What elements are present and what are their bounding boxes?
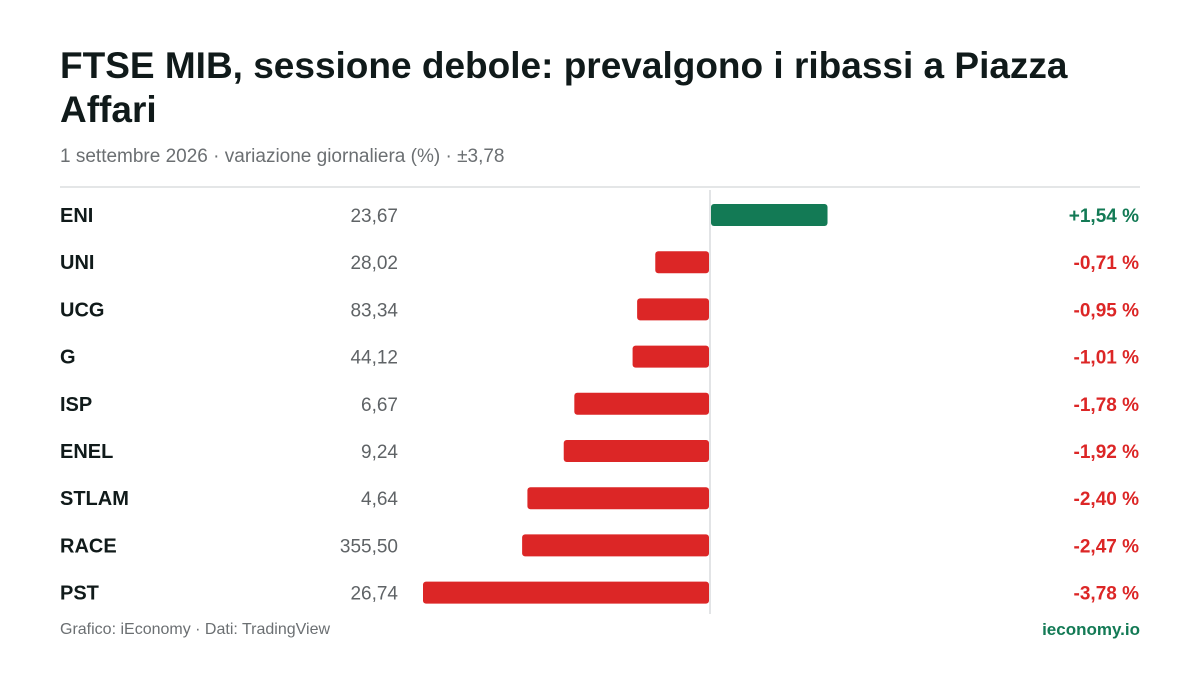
bar-g [632, 345, 709, 368]
bar-eni [711, 204, 828, 226]
footer-source: Grafico: iEconomy · Dati: TradingView [60, 621, 331, 638]
ticker-label: UCG [60, 299, 104, 321]
bar-ucg [637, 298, 709, 321]
bar-pst [423, 581, 709, 604]
ticker-label: RACE [60, 535, 117, 557]
price-label: 355,50 [340, 536, 398, 557]
change-label: +1,54 % [1069, 206, 1139, 227]
change-label: -0,95 % [1074, 300, 1140, 321]
ticker-label: G [60, 347, 76, 369]
chart-title: FTSE MIB, sessione debole: prevalgono i … [60, 45, 1068, 130]
change-label: -2,40 % [1074, 489, 1140, 510]
change-label: -2,47 % [1074, 536, 1140, 557]
change-label: -0,71 % [1074, 253, 1140, 274]
price-label: 28,02 [350, 253, 398, 274]
bar-stlam [527, 487, 709, 510]
price-label: 4,64 [361, 489, 398, 510]
bar-enel [563, 440, 709, 462]
ticker-label: STLAM [60, 488, 129, 510]
bar-uni [655, 251, 709, 274]
ticker-label: UNI [60, 252, 94, 274]
chart-subtitle: 1 settembre 2026 · variazione giornalier… [60, 146, 505, 167]
price-label: 26,74 [350, 584, 398, 605]
bar-race [522, 534, 709, 557]
header-divider [60, 186, 1140, 188]
price-label: 6,67 [361, 395, 398, 416]
ticker-label: PST [60, 583, 99, 605]
change-label: -3,78 % [1074, 584, 1140, 605]
ticker-label: ENI [60, 205, 93, 227]
price-label: 9,24 [361, 442, 398, 463]
change-label: -1,92 % [1074, 442, 1140, 463]
ticker-label: ISP [60, 394, 92, 416]
bar-isp [574, 392, 709, 415]
price-label: 83,34 [350, 300, 398, 321]
change-label: -1,01 % [1074, 348, 1140, 369]
change-label: -1,78 % [1074, 395, 1140, 416]
footer-brand: ieconomy.io [1042, 620, 1140, 639]
price-label: 44,12 [350, 348, 398, 369]
price-label: 23,67 [350, 206, 398, 227]
ticker-label: ENEL [60, 441, 113, 463]
